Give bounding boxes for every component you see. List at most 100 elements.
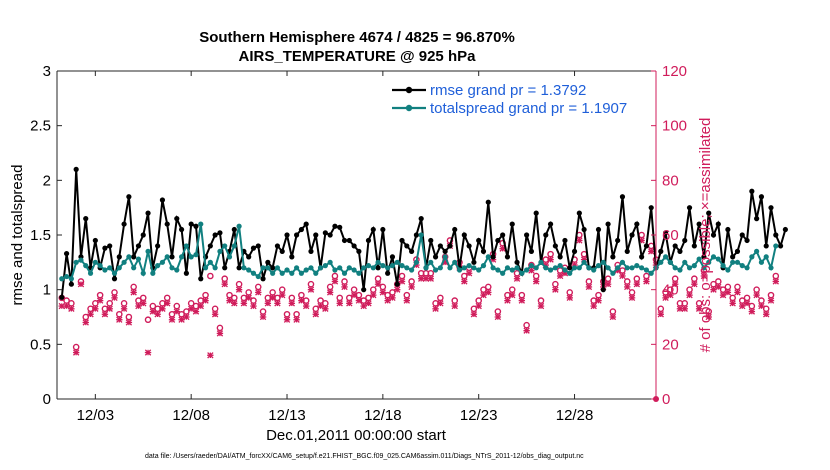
totalspread-point: [308, 265, 314, 271]
obs-assimilated-point: [259, 313, 267, 321]
obs-assimilated-point: [202, 297, 209, 304]
rmse-point: [442, 248, 448, 254]
obs-possible-point: [139, 294, 147, 302]
rmse-point: [116, 254, 122, 260]
obs-possible-point: [106, 300, 114, 307]
obs-assimilated-point: [513, 275, 521, 282]
series-rmse: [59, 166, 788, 300]
obs-possible-point: [475, 297, 482, 304]
totalspread-point: [394, 259, 400, 265]
obs-assimilated-point: [767, 297, 775, 304]
obs-possible-point: [695, 300, 703, 307]
rmse-point: [701, 254, 707, 260]
obs-possible-point: [494, 308, 502, 315]
totalspread-point: [543, 265, 549, 271]
totalspread-point: [547, 267, 554, 273]
rmse-point: [155, 243, 161, 249]
y2-tick-label: 20: [662, 336, 679, 353]
obs-assimilated-point: [231, 300, 238, 307]
totalspread-point: [83, 263, 89, 269]
y2-axis-label: # of obs: o=possible; ×=assimilated: [697, 118, 714, 353]
obs-possible-point: [753, 286, 760, 293]
obs-assimilated-point: [518, 297, 526, 304]
totalspread-point: [639, 265, 645, 271]
rmse-point: [749, 188, 755, 194]
rmse-point: [298, 226, 304, 233]
rmse-point: [207, 243, 213, 249]
obs-assimilated-point: [417, 275, 425, 282]
totalspread-point: [610, 270, 616, 276]
obs-possible-point: [643, 272, 650, 280]
totalspread-point: [500, 270, 506, 276]
rmse-point: [461, 232, 467, 238]
rmse-point: [706, 210, 712, 216]
obs-possible-point: [403, 291, 411, 299]
x-tick-label: 12/08: [172, 407, 210, 424]
obs-assimilated-point: [585, 283, 593, 291]
rmse-point: [322, 230, 328, 236]
totalspread-point: [126, 254, 132, 260]
obs-assimilated-point: [753, 291, 760, 299]
totalspread-point: [471, 265, 477, 271]
obs-assimilated-point: [643, 278, 650, 285]
rmse-point: [107, 243, 113, 249]
totalspread-point: [600, 259, 606, 265]
obs-assimilated-point: [504, 297, 511, 304]
totalspread-point: [634, 263, 640, 269]
totalspread-point: [567, 270, 573, 276]
obs-assimilated-point: [341, 283, 348, 291]
obs-assimilated-point: [403, 297, 411, 304]
obs-assimilated-point: [302, 302, 310, 310]
rmse-point: [744, 237, 750, 244]
rmse-point: [385, 270, 391, 276]
obs-assimilated-point: [336, 300, 343, 307]
obs-assimilated-point: [159, 305, 166, 312]
obs-possible-point: [552, 280, 559, 288]
obs-possible-point: [63, 297, 70, 304]
rmse-point: [59, 294, 65, 300]
obs-assimilated-point: [695, 305, 703, 312]
rmse-point: [92, 237, 98, 244]
totalspread-point: [289, 270, 295, 276]
totalspread-point: [696, 256, 702, 262]
rmse-point: [174, 216, 180, 222]
rmse-point: [428, 237, 434, 244]
y-tick-label: 0.5: [30, 336, 51, 353]
totalspread-point: [605, 265, 611, 271]
rmse-point: [365, 237, 372, 244]
obs-assimilated-point: [135, 302, 142, 310]
obs-possible-point: [437, 294, 444, 302]
chart-title-line2: AIRS_TEMPERATURE @ 925 hPa: [239, 48, 477, 65]
rmse-point: [672, 243, 678, 249]
obs-possible-point: [681, 300, 689, 307]
obs-assimilated-point: [58, 302, 65, 310]
obs-possible-point: [336, 294, 344, 302]
totalspread-point: [255, 273, 261, 280]
obs-assimilated-point: [183, 313, 190, 321]
rmse-point: [777, 243, 784, 249]
obs-assimilated-point: [255, 289, 262, 296]
totalspread-point: [504, 265, 511, 271]
rmse-point: [782, 226, 788, 233]
totalspread-point: [447, 265, 453, 271]
obs-assimilated-point: [533, 278, 540, 285]
rmse-point: [255, 243, 261, 249]
totalspread-point: [538, 259, 544, 265]
obs-possible-point: [729, 294, 736, 302]
totalspread-point: [313, 270, 319, 276]
rmse-point: [265, 259, 271, 265]
obs-possible-point: [254, 283, 262, 291]
obs-assimilated-point: [719, 291, 727, 299]
obs-assimilated-point: [101, 311, 109, 318]
totalspread-point: [222, 243, 228, 249]
totalspread-point: [226, 254, 233, 260]
obs-assimilated-point: [523, 327, 530, 334]
obs-assimilated-point: [374, 281, 382, 288]
y2-tick-label: 80: [662, 172, 679, 189]
obs-assimilated-point: [312, 311, 319, 318]
rmse-point: [509, 221, 515, 227]
totalspread-point: [629, 265, 635, 271]
obs-assimilated-point: [715, 283, 722, 291]
totalspread-point: [442, 254, 448, 260]
